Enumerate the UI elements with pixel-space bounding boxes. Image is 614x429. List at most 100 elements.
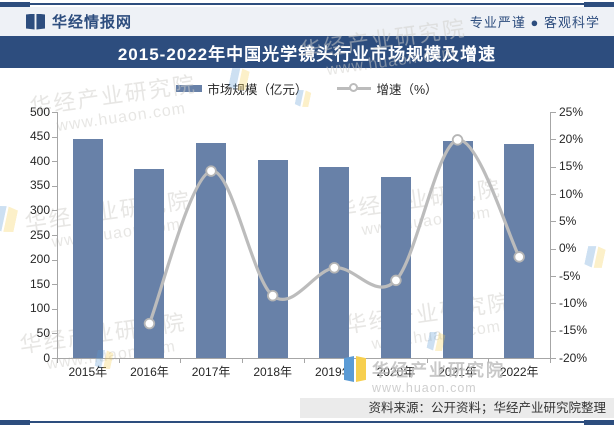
top-rule-right-cap bbox=[584, 1, 614, 7]
x-axis-line bbox=[57, 358, 551, 359]
top-rule bbox=[0, 3, 614, 5]
legend-item-market-size: 市场规模（亿元） bbox=[176, 79, 307, 98]
y-tick-150: 150 bbox=[29, 276, 50, 291]
x-label-2015年: 2015年 bbox=[68, 365, 108, 379]
x-tickmark-2 bbox=[180, 359, 182, 363]
y-tickmark-150 bbox=[52, 284, 57, 286]
bottom-rule-right-cap bbox=[584, 419, 614, 425]
slogan-text: 专业严谨 ● 客观科学 bbox=[469, 15, 600, 30]
y-tickmark-300 bbox=[52, 210, 57, 212]
bottom-rule bbox=[0, 421, 614, 423]
source-note: 资料来源：公开资料；华经产业研究院整理 bbox=[300, 398, 614, 418]
y2-tickmark-0 bbox=[551, 248, 556, 250]
x-tickmark-3 bbox=[241, 359, 243, 363]
y2-tick-0: 0% bbox=[559, 241, 577, 256]
y-tick-350: 350 bbox=[29, 178, 50, 193]
y2-tick-15: 15% bbox=[559, 159, 584, 174]
y-tickmark-100 bbox=[52, 308, 57, 310]
y2-tickmark-5 bbox=[551, 221, 556, 223]
y-tickmark-50 bbox=[52, 333, 57, 335]
y-tick-100: 100 bbox=[29, 301, 50, 316]
y-tickmark-0 bbox=[52, 358, 57, 359]
y-tickmark-250 bbox=[52, 235, 57, 236]
y2-tickmark-20 bbox=[551, 139, 556, 141]
y-tickmark-400 bbox=[52, 161, 57, 163]
watermark-url: www.huaon.com bbox=[372, 381, 477, 395]
y2-tickmark-10 bbox=[551, 194, 556, 195]
legend-label-market-size: 市场规模（亿元） bbox=[207, 82, 308, 97]
y2-tickmark--10 bbox=[551, 303, 556, 305]
y2-tick--20: -20% bbox=[559, 350, 588, 365]
y2-tick-5: 5% bbox=[559, 213, 577, 228]
watermark-tile: 华经产业研究院 www.huaon.com bbox=[27, 67, 200, 140]
y-tickmark-500 bbox=[52, 112, 57, 113]
y2-tick--5: -5% bbox=[559, 268, 581, 283]
y-tick-200: 200 bbox=[29, 252, 50, 267]
site-header: 华经情报网 专业严谨 ● 客观科学 bbox=[0, 7, 614, 36]
y-tickmark-450 bbox=[52, 136, 57, 138]
y-tickmark-200 bbox=[52, 259, 57, 261]
watermark-tile-url: www.huaon.com bbox=[55, 100, 188, 136]
x-label-2019年: 2019年 bbox=[314, 365, 354, 379]
y-tick-50: 50 bbox=[36, 325, 50, 340]
bar-2020年 bbox=[380, 176, 411, 358]
watermark-tile: 华经产业研究院 www.huaon.com bbox=[332, 171, 505, 244]
y-tickmark-350 bbox=[52, 185, 57, 187]
y2-tickmark--15 bbox=[551, 330, 556, 332]
y-tick-400: 400 bbox=[29, 153, 50, 168]
bar-2022年 bbox=[504, 143, 535, 358]
y-tick-250: 250 bbox=[29, 227, 50, 242]
y2-tickmark-25 bbox=[551, 112, 556, 113]
bar-2016年 bbox=[134, 169, 165, 358]
huajing-logo-icon bbox=[26, 13, 45, 30]
x-tickmark-0 bbox=[57, 359, 58, 363]
chart-title: 2015-2022年中国光学镜头行业市场规模及增速 bbox=[117, 44, 497, 64]
x-label-2022年: 2022年 bbox=[499, 365, 539, 379]
x-tickmark-1 bbox=[118, 359, 120, 363]
x-label-2020年: 2020年 bbox=[376, 365, 416, 379]
watermark-tile-name: 华经产业研究院 bbox=[343, 289, 513, 338]
watermark-tile: 华经产业研究院 www.huaon.com bbox=[22, 183, 195, 256]
y2-tickmark-15 bbox=[551, 166, 556, 168]
x-label-2021年: 2021年 bbox=[438, 365, 477, 379]
left-axis-line bbox=[57, 112, 58, 358]
legend-label-growth: 增速（%） bbox=[376, 82, 438, 97]
brand: 华经情报网 bbox=[26, 11, 132, 32]
watermark-tile-name: 华经产业研究院 bbox=[333, 175, 503, 224]
x-label-2017年: 2017年 bbox=[191, 365, 231, 379]
watermark-tile: 华经产业研究院 www.huaon.com bbox=[342, 285, 515, 358]
bar-swatch-icon bbox=[176, 84, 203, 92]
y2-tick-10: 10% bbox=[559, 186, 584, 201]
x-tickmark-5 bbox=[365, 359, 367, 363]
x-tickmark-7 bbox=[488, 359, 490, 363]
top-rule-left-cap bbox=[0, 1, 30, 7]
bottom-rule-left-cap bbox=[0, 419, 30, 425]
y2-tick-20: 20% bbox=[559, 131, 584, 146]
y-tick-0: 0 bbox=[43, 350, 50, 365]
y2-tick-25: 25% bbox=[559, 104, 584, 119]
bar-2015年 bbox=[72, 139, 103, 358]
x-tickmark-8 bbox=[550, 359, 551, 363]
y2-tickmark--5 bbox=[551, 276, 556, 277]
y-tick-450: 450 bbox=[29, 129, 50, 144]
bar-2017年 bbox=[196, 142, 227, 358]
watermark-speck bbox=[0, 204, 18, 234]
y2-tick--10: -10% bbox=[559, 295, 588, 310]
legend: 市场规模（亿元） 增速（%） bbox=[0, 79, 614, 98]
x-label-2018年: 2018年 bbox=[253, 365, 293, 379]
line-swatch-icon bbox=[337, 83, 372, 93]
x-label-2016年: 2016年 bbox=[130, 365, 169, 379]
y-tick-500: 500 bbox=[29, 104, 50, 119]
bar-2018年 bbox=[257, 160, 288, 358]
bar-2019年 bbox=[319, 167, 350, 358]
x-tickmark-4 bbox=[303, 359, 305, 363]
legend-item-growth: 增速（%） bbox=[337, 79, 438, 98]
chart-title-bar: 2015-2022年中国光学镜头行业市场规模及增速 bbox=[0, 36, 614, 68]
x-tickmark-6 bbox=[426, 359, 428, 363]
y2-tickmark--20 bbox=[551, 358, 556, 359]
bar-2021年 bbox=[442, 141, 473, 358]
brand-name: 华经情报网 bbox=[52, 14, 133, 31]
y-tick-300: 300 bbox=[29, 202, 50, 217]
right-axis-line bbox=[550, 112, 551, 358]
